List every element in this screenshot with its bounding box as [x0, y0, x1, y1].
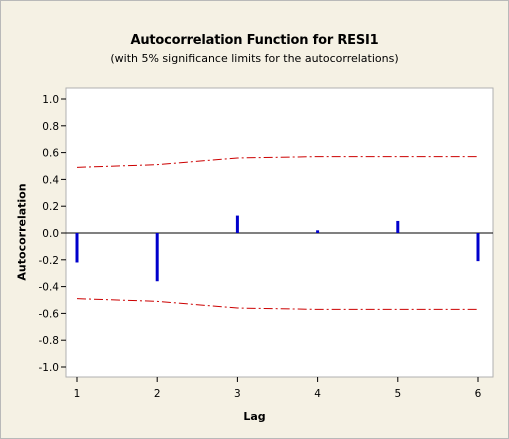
chart-subtitle: (with 5% significance limits for the aut… — [110, 52, 399, 65]
y-tick-label: 1.0 — [42, 94, 59, 106]
y-tick-label: 0.2 — [42, 201, 59, 213]
x-axis-label: Lag — [243, 410, 266, 423]
y-tick-label: 0.0 — [42, 228, 59, 240]
y-tick-label: -0.8 — [39, 335, 60, 347]
y-tick-label: 0.6 — [42, 148, 59, 160]
x-tick-label: 3 — [234, 388, 241, 400]
x-tick-label: 5 — [394, 388, 401, 400]
x-tick-label: 1 — [74, 388, 81, 400]
chart-title: Autocorrelation Function for RESI1 — [130, 33, 379, 48]
y-tick-label: 0.4 — [42, 174, 59, 186]
y-tick-label: 0.8 — [42, 121, 59, 133]
upper-significance-limit — [76, 156, 478, 168]
y-tick-label: -0.6 — [39, 308, 60, 320]
lower-significance-limit — [76, 298, 478, 310]
x-tick-label: 4 — [314, 388, 321, 400]
x-tick-label: 2 — [154, 388, 161, 400]
y-axis-label: Autocorrelation — [15, 183, 29, 281]
y-tick-label: -1.0 — [39, 362, 60, 374]
y-tick-label: -0.2 — [39, 255, 60, 267]
x-tick-label: 6 — [475, 388, 482, 400]
y-tick-label: -0.4 — [39, 282, 60, 294]
